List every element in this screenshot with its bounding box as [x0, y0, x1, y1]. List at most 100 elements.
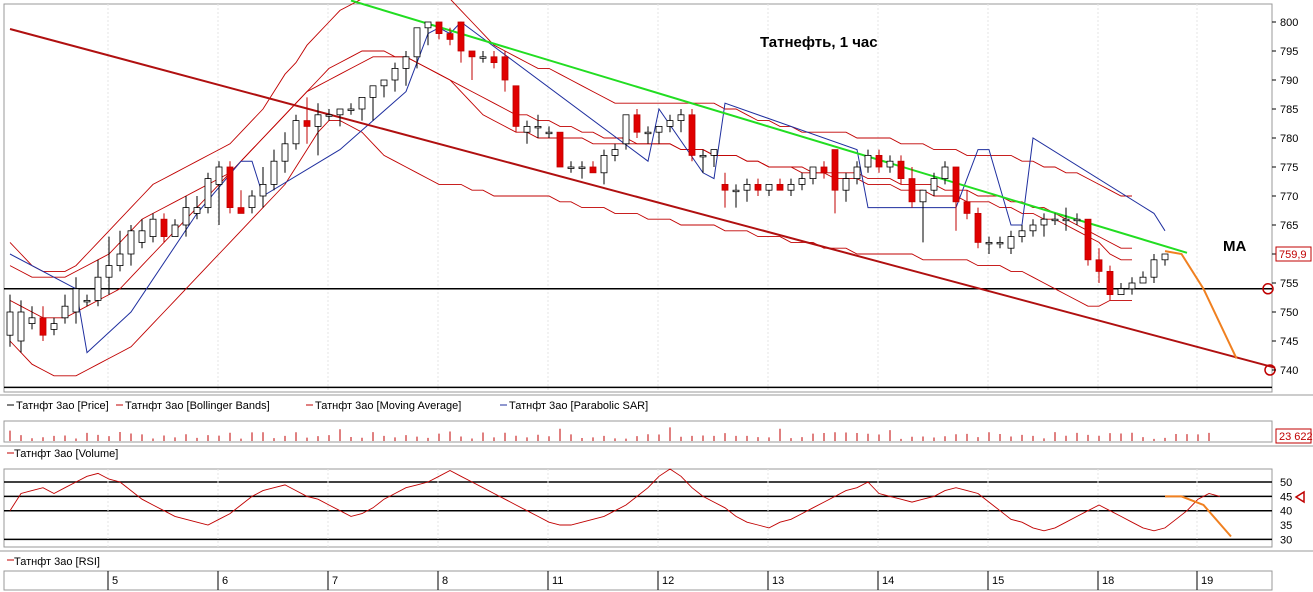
legend-price: Татнфт 3ао [Price]	[16, 400, 109, 412]
candle-body	[677, 114, 685, 122]
candle-body	[490, 56, 498, 63]
rsi-arrow-marker	[1294, 490, 1305, 504]
price-y-tick-label: 750	[1280, 307, 1298, 319]
candle-body	[523, 126, 531, 133]
bollinger-lower-band	[9, 120, 1132, 377]
rsi-forecast-line	[1165, 495, 1232, 538]
x-axis-strip	[3, 570, 1273, 591]
candle-body	[655, 126, 663, 133]
candle-body	[468, 50, 476, 58]
price-y-tick-label: 765	[1280, 220, 1298, 232]
candle-body	[644, 131, 652, 135]
ma-annotation: MA	[1223, 238, 1246, 255]
candle-body	[182, 207, 190, 226]
candle-body	[270, 160, 278, 185]
price-y-tick-label: 800	[1280, 17, 1298, 29]
price-y-tick-label: 795	[1280, 46, 1298, 58]
candle-body	[1095, 259, 1103, 272]
candle-body	[61, 305, 69, 319]
candle-body	[171, 224, 179, 237]
candle-body	[809, 166, 817, 179]
volume-badge	[1275, 428, 1312, 444]
candle-body	[765, 183, 773, 191]
candle-body	[699, 154, 707, 158]
candle-body	[908, 178, 916, 203]
legend-moving-average: Татнфт 3ао [Moving Average]	[315, 400, 461, 412]
price-y-tick-label: 790	[1280, 75, 1298, 87]
candle-body	[160, 218, 168, 237]
candle-body	[897, 160, 905, 179]
price-y-tick-label: 745	[1280, 336, 1298, 348]
candle-body	[1029, 224, 1037, 232]
candle-body	[424, 21, 432, 29]
legend-rsi: Татнфт 3ао [RSI]	[14, 556, 100, 568]
candle-body	[787, 183, 795, 191]
candle-body	[39, 317, 47, 336]
candle-body	[688, 114, 696, 156]
legend-volume: Татнфт 3ао [Volume]	[14, 448, 118, 460]
candle-body	[1073, 218, 1081, 222]
candle-body	[17, 311, 25, 342]
price-y-tick-label: 785	[1280, 104, 1298, 116]
candle-body	[1106, 270, 1114, 295]
candle-body	[743, 183, 751, 191]
candle-body	[600, 154, 608, 174]
x-axis: 5 6 7 8 11 12 13 14 15 18 19	[107, 571, 1213, 590]
candle-body	[303, 120, 311, 127]
candle-body	[83, 299, 91, 303]
x-axis-label: 7	[332, 575, 338, 587]
candle-body	[963, 201, 971, 214]
candle-body	[204, 178, 212, 209]
candle-body	[457, 21, 465, 52]
candle-body	[292, 120, 300, 145]
candle-body	[732, 189, 740, 193]
candle-body	[237, 207, 245, 214]
candle-body	[413, 27, 421, 58]
price-y-tick-label: 780	[1280, 133, 1298, 145]
last-price-label: 759,9	[1279, 249, 1307, 261]
chart-title: Татнефть, 1 час	[760, 34, 878, 51]
x-axis-label: 15	[992, 575, 1004, 587]
bollinger-upper-band	[9, 0, 1132, 272]
candle-body	[248, 195, 256, 208]
candle-body	[127, 230, 135, 255]
candle-body	[391, 68, 399, 81]
candle-body	[479, 56, 487, 59]
candle-body	[776, 183, 784, 191]
price-y-tick-label: 755	[1280, 278, 1298, 290]
candle-body	[545, 131, 553, 135]
rsi-y-axis: 50 45 40 35 30	[1280, 477, 1292, 546]
rsi-y-tick-label: 35	[1280, 520, 1292, 532]
candle-body	[1139, 276, 1147, 284]
level-marker-circle	[1262, 283, 1274, 295]
rsi-pane	[3, 468, 1273, 548]
candle-body	[512, 85, 520, 127]
candle-body	[875, 154, 883, 168]
candle-body	[94, 276, 102, 301]
candle-body	[611, 149, 619, 156]
parabolic-sar-line	[9, 21, 1166, 354]
volume-last-label: 23 622	[1279, 431, 1313, 443]
candle-body	[842, 178, 850, 191]
candle-body	[369, 85, 377, 98]
candle-body	[1051, 218, 1059, 222]
candle-body	[567, 166, 575, 169]
candle-body	[985, 241, 993, 245]
candle-body	[28, 317, 36, 324]
price-lines	[9, 0, 1276, 377]
rsi-y-tick-label: 40	[1280, 506, 1292, 518]
candle-body	[633, 114, 641, 133]
price-y-axis: 740745750755760765770775780785790795800	[1272, 17, 1298, 377]
candle-body	[215, 166, 223, 185]
candle-body	[919, 189, 927, 203]
candle-body	[556, 131, 564, 168]
candle-body	[941, 166, 949, 179]
candle-body	[1150, 259, 1158, 278]
candle-body	[1084, 218, 1092, 261]
price-candles	[6, 21, 1169, 353]
candle-body	[930, 178, 938, 191]
candle-body	[259, 183, 267, 197]
rsi-line-group	[9, 468, 1305, 538]
candle-body	[1062, 218, 1070, 222]
